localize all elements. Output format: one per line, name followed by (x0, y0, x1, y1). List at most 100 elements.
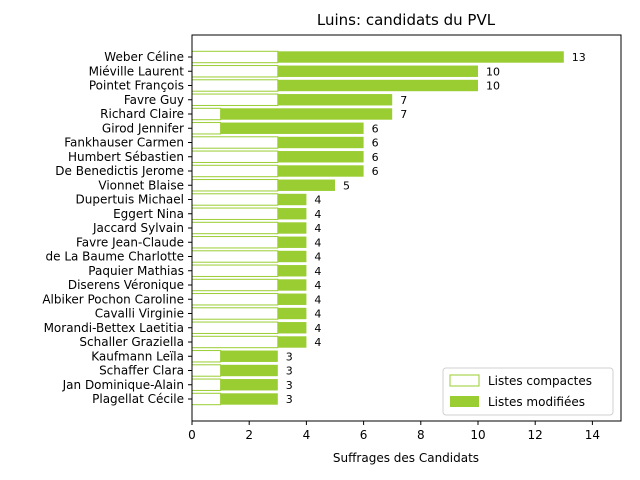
bar-compactes (191, 221, 279, 235)
legend-swatch-modifiees (450, 396, 479, 407)
bar-modifiees (277, 179, 335, 191)
x-tick-label: 4 (303, 428, 311, 442)
bar-compactes (191, 193, 279, 206)
bar-modifiees (277, 193, 307, 206)
y-tick-label: Jan Dominique-Alain (62, 378, 184, 392)
bar-modifiees (277, 336, 307, 348)
bar-compactes (191, 307, 279, 320)
axes-frame (191, 34, 622, 422)
y-tick-label: Humbert Sébastien (68, 150, 184, 164)
bar-modifiees (277, 293, 307, 305)
bar-modifiees (277, 94, 393, 106)
bar-compactes (191, 264, 279, 277)
bar-modifiees (277, 65, 478, 77)
x-tick-label: 10 (470, 428, 485, 442)
bar-compactes (191, 50, 279, 64)
bar-compactes (191, 364, 222, 377)
bar-modifiees (277, 222, 307, 234)
legend-box (442, 367, 614, 416)
value-label: 4 (314, 308, 321, 321)
bar-modifiees (220, 122, 364, 134)
bar-compactes (191, 293, 279, 306)
bar-compactes (191, 207, 279, 220)
bar-compactes (191, 136, 279, 149)
y-tick-label: de La Baume Charlotte (46, 250, 185, 264)
value-label: 10 (486, 80, 500, 93)
value-label: 4 (314, 236, 321, 249)
value-label: 6 (372, 151, 379, 164)
value-label: 4 (314, 322, 321, 335)
bar-compactes (191, 164, 279, 178)
y-tick-label: Dupertuis Michael (76, 193, 184, 207)
legend-swatch-compactes (449, 374, 480, 387)
value-label: 4 (314, 251, 321, 264)
y-tick-label: Schaffer Clara (99, 364, 184, 378)
bar-compactes (191, 392, 222, 406)
y-tick-label: Weber Céline (104, 50, 184, 64)
value-label: 6 (372, 165, 379, 178)
value-label: 6 (372, 122, 379, 135)
bar-modifiees (277, 250, 307, 263)
value-label: 13 (572, 51, 586, 64)
chart-title: Luins: candidats du PVL (317, 11, 496, 29)
bar-modifiees (277, 51, 564, 63)
y-tick-label: Kaufmann Leïla (91, 349, 184, 363)
x-tick-label: 12 (528, 428, 543, 442)
bar-compactes (191, 350, 222, 363)
legend-label-compactes: Listes compactes (488, 374, 592, 388)
plot-area: 13 Weber Céline 10 Miéville Laurent 10 Pointe… (42, 50, 600, 442)
value-label: 3 (286, 365, 293, 378)
y-tick-label: Paquier Mathias (88, 264, 184, 278)
legend-label-modifiees: Listes modifiées (488, 395, 585, 409)
bar-modifiees (220, 364, 278, 377)
y-tick-label: De Benedictis Jerome (55, 164, 184, 178)
legend: Listes compactes Listes modifiées (442, 367, 614, 416)
bar-modifiees (277, 322, 307, 334)
x-tick-label: 6 (360, 428, 368, 442)
bar-compactes (191, 278, 279, 292)
bar-modifiees (277, 79, 478, 92)
value-label: 4 (314, 336, 321, 349)
bar-compactes (191, 79, 279, 92)
bar-modifiees (277, 165, 364, 177)
value-label: 4 (314, 208, 321, 221)
value-label: 5 (343, 179, 350, 192)
value-label: 4 (314, 265, 321, 278)
value-label: 4 (314, 222, 321, 235)
y-tick-label: Morandi-Bettex Laetitia (44, 321, 184, 335)
y-tick-label: Eggert Nina (113, 207, 184, 221)
bar-modifiees (220, 350, 278, 362)
y-tick-label: Girod Jennifer (102, 121, 184, 135)
x-axis-label: Suffrages des Candidats (333, 451, 479, 465)
value-label: 4 (314, 194, 321, 207)
y-tick-label: Vionnet Blaise (98, 178, 184, 192)
bar-compactes (191, 122, 222, 135)
x-tick-label: 8 (417, 428, 425, 442)
y-tick-label: Schaller Graziella (79, 335, 184, 349)
y-tick-label: Richard Claire (100, 107, 184, 121)
bar-modifiees (220, 379, 278, 391)
value-label: 4 (314, 279, 321, 292)
y-tick-label: Fankhauser Carmen (64, 136, 184, 150)
bar-compactes (191, 321, 279, 334)
value-label: 10 (486, 65, 500, 78)
bar-modifiees (277, 208, 307, 220)
y-tick-label: Jaccard Sylvain (92, 221, 184, 235)
bar-modifiees (277, 236, 307, 248)
y-tick-label: Favre Jean-Claude (76, 235, 184, 249)
bar-compactes (191, 250, 279, 263)
bar-modifiees (277, 265, 307, 277)
value-label: 3 (286, 350, 293, 363)
bar-compactes (191, 93, 279, 106)
value-label: 4 (314, 293, 321, 306)
y-tick-label: Favre Guy (124, 93, 184, 107)
bar-compactes (191, 236, 279, 249)
bar-modifiees (277, 279, 307, 291)
bar-compactes (191, 65, 279, 78)
value-label: 6 (372, 137, 379, 150)
bar-compactes (191, 107, 222, 121)
y-tick-label: Plagellat Cécile (92, 392, 184, 406)
value-label: 7 (400, 108, 407, 121)
x-tick-label: 0 (188, 428, 196, 442)
bar-modifiees (277, 136, 364, 149)
